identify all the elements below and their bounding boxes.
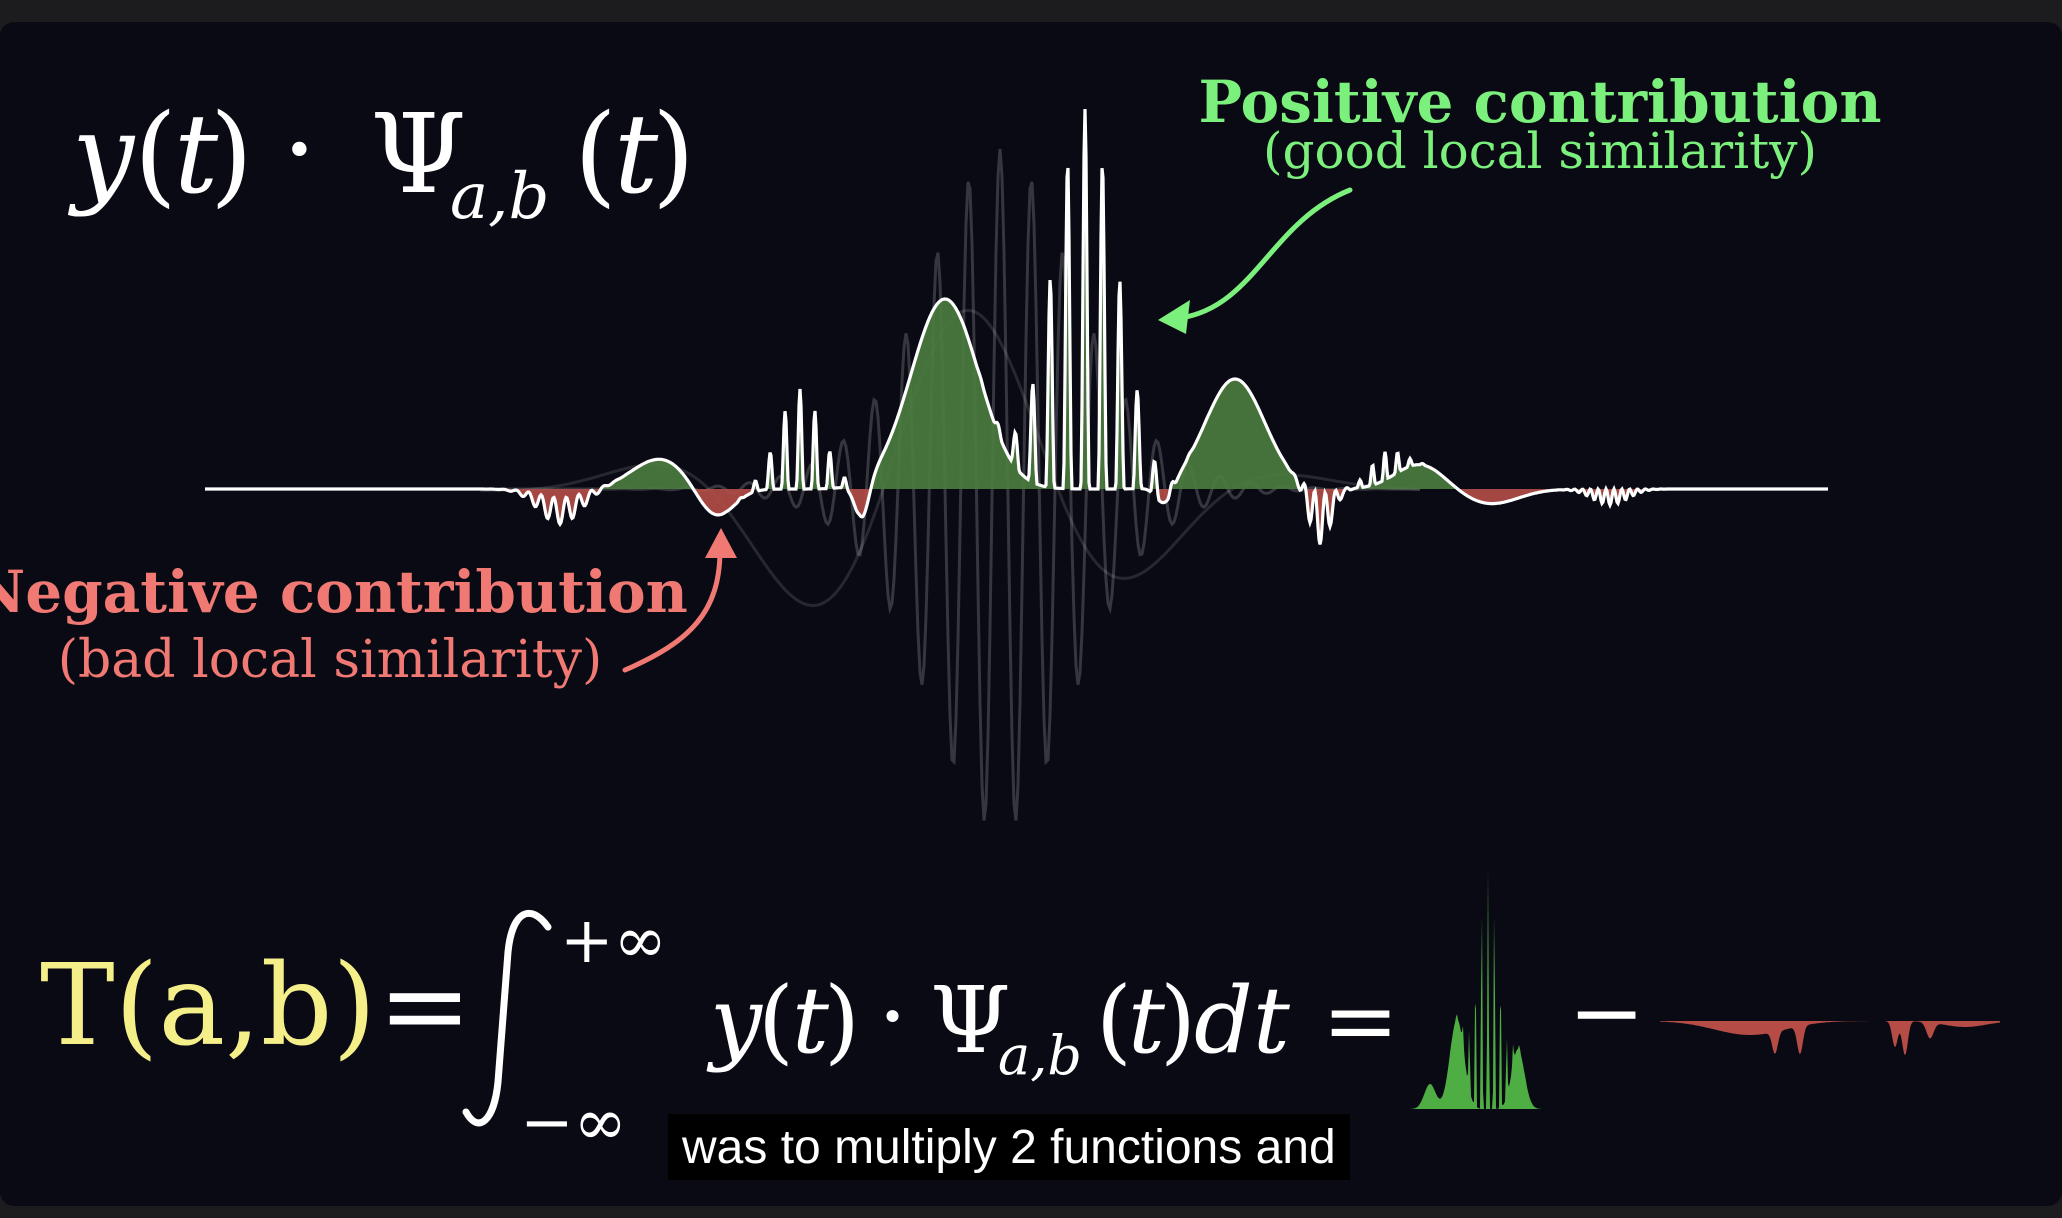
integral-sign-icon <box>462 909 552 1127</box>
formula-t2: t <box>614 90 659 218</box>
negative-area-miniature <box>1660 1021 2000 1056</box>
ghost-signal-curve <box>480 148 1420 821</box>
negative-miniature-shape <box>1660 1021 2000 1056</box>
integral-formula: T(a,b) = +∞ −∞ y ( t ) · Ψ a,b ( t ) dt … <box>40 904 1645 1160</box>
svg-text:(: ( <box>1096 967 1132 1074</box>
svg-text:): ) <box>824 967 860 1074</box>
negative-arrowhead-icon <box>705 528 737 558</box>
caption-text: was to multiply 2 functions and <box>682 1120 1336 1174</box>
caption-box: was to multiply 2 functions and <box>668 1114 1350 1180</box>
negative-contribution-title: Negative contribution <box>0 558 688 626</box>
positive-arrowhead-icon <box>1158 300 1190 334</box>
integral-equals2: = <box>1322 967 1399 1074</box>
svg-text:(: ( <box>758 967 794 1074</box>
integrand-dot: · <box>878 963 907 1070</box>
video-frame[interactable]: y ( t ) · Ψ a,b ( t ) Positive contribut… <box>0 22 2062 1206</box>
negative-arrow-icon <box>622 547 723 673</box>
integrand-t: t <box>792 967 830 1074</box>
integrand-sub-ab: a,b <box>998 1024 1082 1087</box>
svg-text:(: ( <box>574 90 617 218</box>
integral-lower-limit: −∞ <box>520 1086 627 1160</box>
integral-lhs: T(a,b) <box>40 941 376 1071</box>
svg-text:): ) <box>652 90 695 218</box>
negative-area <box>205 489 1828 545</box>
integrand-psi: Ψ <box>930 967 1011 1074</box>
integral-minus: − <box>1568 959 1645 1066</box>
formula-sub-ab: a,b <box>450 160 549 234</box>
positive-area-miniature <box>1410 869 1560 1109</box>
animation-scene: y ( t ) · Ψ a,b ( t ) Positive contribut… <box>0 68 2000 1160</box>
svg-text:): ) <box>210 90 253 218</box>
positive-arrow-icon <box>1177 187 1353 321</box>
integrand-dt: dt <box>1194 967 1291 1074</box>
formula-psi: Ψ <box>370 90 466 218</box>
formula-dot: · <box>282 85 317 213</box>
formula-top: y ( t ) · Ψ a,b ( t ) <box>67 85 695 234</box>
product-curve <box>205 108 1828 545</box>
integrand-t2: t <box>1128 967 1166 1074</box>
negative-contribution-subtitle: (bad local similarity) <box>58 630 603 690</box>
integral-equals: = <box>378 941 472 1071</box>
svg-text:): ) <box>1160 967 1196 1074</box>
formula-y: y <box>67 90 136 218</box>
svg-text:(: ( <box>134 90 177 218</box>
positive-miniature-shape <box>1410 869 1560 1109</box>
positive-contribution-title: Positive contribution <box>1198 68 1881 136</box>
formula-t: t <box>174 90 219 218</box>
positive-contribution-subtitle: (good local similarity) <box>1263 122 1817 180</box>
integral-upper-limit: +∞ <box>560 904 667 978</box>
integrand-y: y <box>706 967 763 1074</box>
